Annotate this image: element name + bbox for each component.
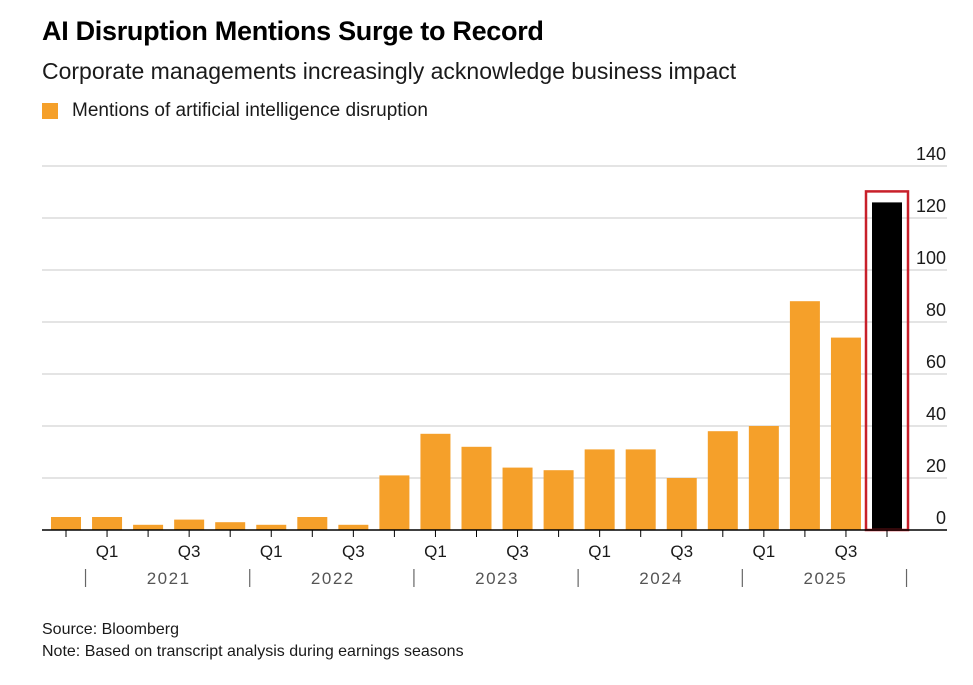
chart-legend: Mentions of artificial intelligence disr…: [42, 100, 428, 122]
year-label: 2023: [475, 569, 519, 588]
bar: [584, 449, 615, 530]
footnote: Note: Based on transcript analysis durin…: [42, 643, 464, 660]
x-tick-label: Q1: [753, 542, 776, 561]
bar: [92, 517, 123, 530]
year-label: 2022: [311, 569, 355, 588]
chart-title: AI Disruption Mentions Surge to Record: [42, 16, 544, 46]
y-tick-label: 100: [916, 248, 946, 268]
bar: [461, 446, 492, 530]
source-note: Source: Bloomberg: [42, 621, 179, 638]
bar: [830, 337, 861, 530]
y-tick-label: 0: [936, 508, 946, 528]
bar: [51, 517, 81, 530]
bar: [707, 431, 738, 530]
bar: [256, 524, 287, 530]
y-tick-label: 120: [916, 196, 946, 216]
x-tick-label: Q1: [424, 542, 447, 561]
legend-swatch: [42, 103, 58, 119]
bar: [666, 478, 697, 530]
year-label: 2025: [804, 569, 848, 588]
chart-subtitle: Corporate managements increasingly ackno…: [42, 58, 737, 84]
y-tick-label: 80: [926, 300, 946, 320]
bar: [789, 301, 820, 530]
bar: [625, 449, 656, 530]
year-label: 2024: [639, 569, 683, 588]
bar: [543, 470, 574, 530]
highlighted-bar: [872, 202, 902, 530]
bar: [133, 524, 164, 530]
bar: [420, 433, 451, 530]
x-tick-label: Q1: [588, 542, 611, 561]
bar: [748, 426, 779, 530]
y-tick-label: 60: [926, 352, 946, 372]
bar: [338, 524, 369, 530]
x-tick-label: Q3: [178, 542, 201, 561]
x-tick-label: Q1: [96, 542, 119, 561]
bar: [297, 517, 328, 530]
year-label: 2021: [147, 569, 191, 588]
x-tick-label: Q3: [506, 542, 529, 561]
x-tick-label: Q3: [835, 542, 858, 561]
bar: [215, 522, 246, 530]
x-tick-label: Q1: [260, 542, 283, 561]
bar: [174, 519, 205, 530]
bar: [379, 475, 410, 530]
y-tick-label: 20: [926, 456, 946, 476]
y-tick-label: 40: [926, 404, 946, 424]
x-tick-label: Q3: [342, 542, 365, 561]
x-tick-label: Q3: [670, 542, 693, 561]
bar: [502, 467, 533, 530]
y-tick-label: 140: [916, 144, 946, 164]
legend-label: Mentions of artificial intelligence disr…: [72, 100, 428, 121]
